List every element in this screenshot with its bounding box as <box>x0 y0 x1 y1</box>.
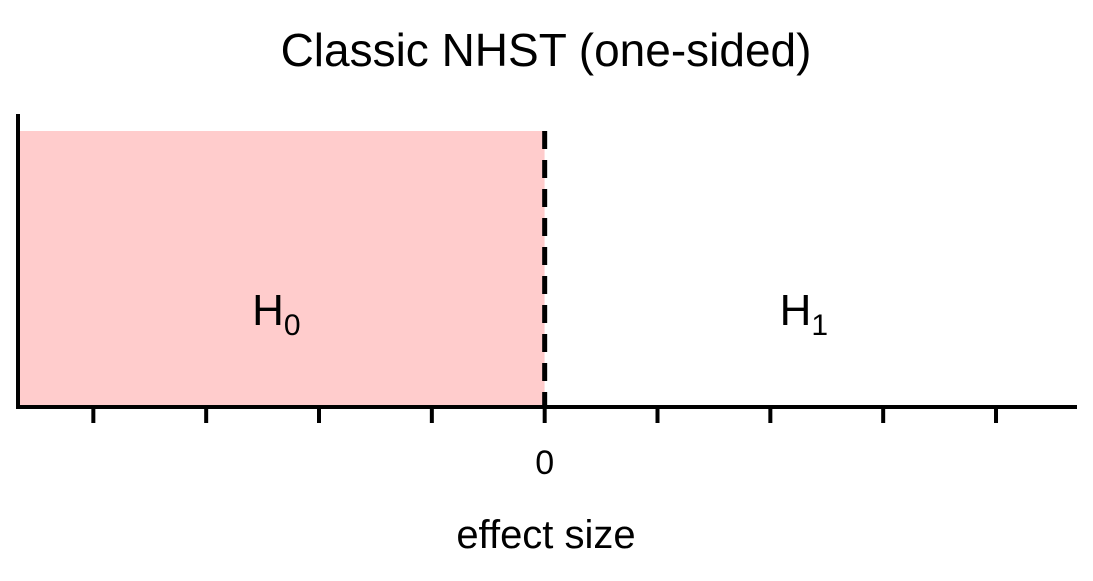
region-label-subscript: 1 <box>811 309 828 342</box>
region-layer <box>20 131 1075 407</box>
tick-layer <box>91 407 999 423</box>
region-label-subscript: 0 <box>284 309 301 342</box>
x-tick-label: 0 <box>535 444 554 482</box>
region-h1-area <box>544 131 1075 407</box>
region-label-layer: H0 H1 <box>252 286 828 342</box>
region-h0-label: H0 <box>252 286 300 342</box>
region-h1-label: H1 <box>780 286 828 342</box>
region-label-main: H <box>252 286 284 335</box>
chart-title: Classic NHST (one-sided) <box>281 24 812 76</box>
tick-label-layer: 0 <box>535 444 554 482</box>
region-h0-area <box>20 131 545 407</box>
x-axis-label: effect size <box>456 513 635 557</box>
region-label-main: H <box>780 286 812 335</box>
